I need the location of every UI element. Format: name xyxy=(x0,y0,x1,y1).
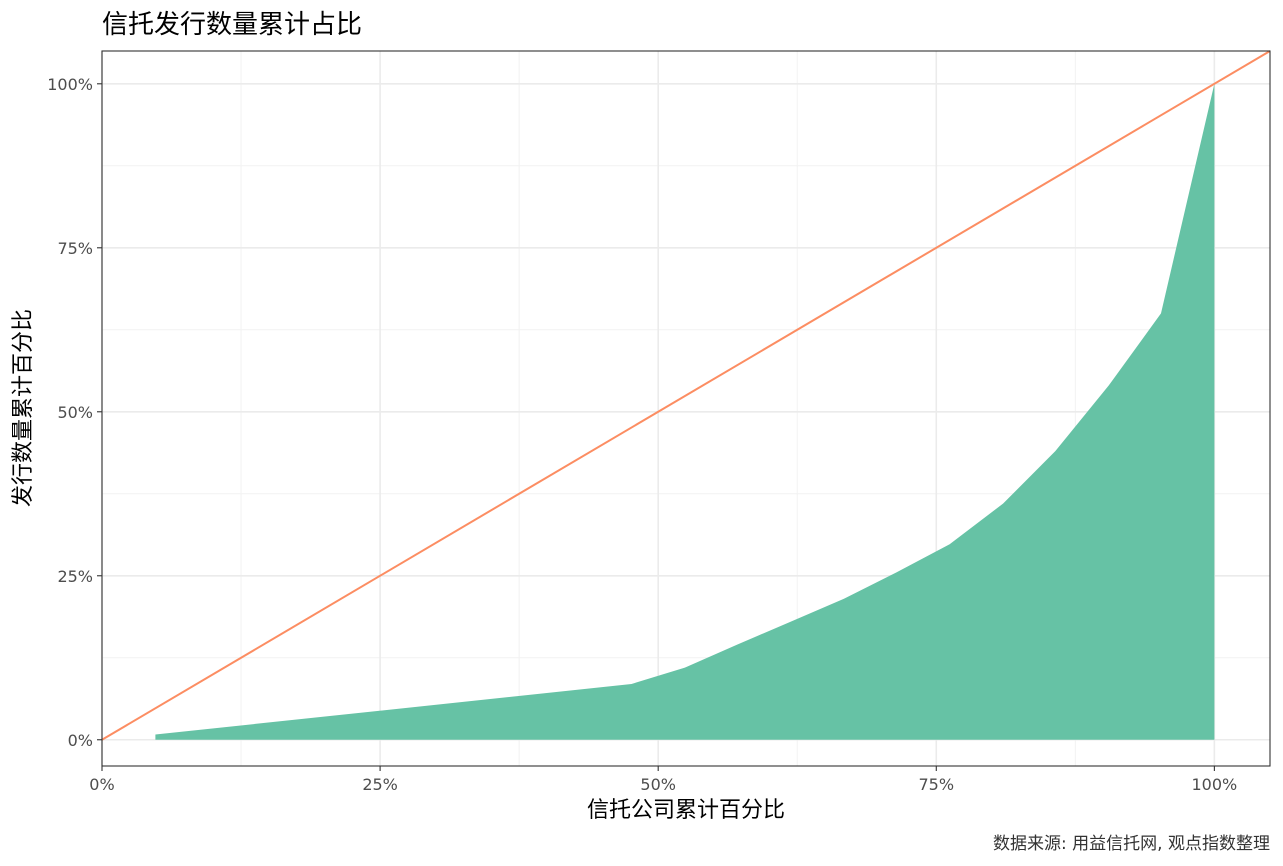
x-tick-label: 100% xyxy=(1192,775,1238,794)
y-tick-label: 50% xyxy=(57,403,93,422)
caption: 数据来源: 用益信托网, 观点指数整理 xyxy=(993,834,1270,854)
x-tick-label: 25% xyxy=(362,775,398,794)
y-tick-label: 0% xyxy=(68,731,93,750)
panel-border xyxy=(101,50,1271,767)
series-layer xyxy=(101,50,1271,741)
x-tick-label: 0% xyxy=(89,775,114,794)
y-axis-ticks: 0% 25% 50% 75% 100% xyxy=(47,75,102,750)
chart-title: 信托发行数量累计占比 xyxy=(102,10,362,40)
y-tick-label: 25% xyxy=(57,567,93,586)
x-tick-label: 75% xyxy=(919,775,955,794)
equality-line xyxy=(101,50,1271,741)
cumulative-share-area xyxy=(155,83,1215,740)
x-axis-title: 信托公司累计百分比 xyxy=(587,798,785,823)
y-tick-label: 100% xyxy=(47,75,93,94)
x-axis-ticks: 0% 25% 50% 75% 100% xyxy=(89,766,1237,794)
x-tick-label: 50% xyxy=(640,775,676,794)
y-axis-title: 发行数量累计百分比 xyxy=(11,309,36,507)
y-tick-label: 75% xyxy=(57,239,93,258)
